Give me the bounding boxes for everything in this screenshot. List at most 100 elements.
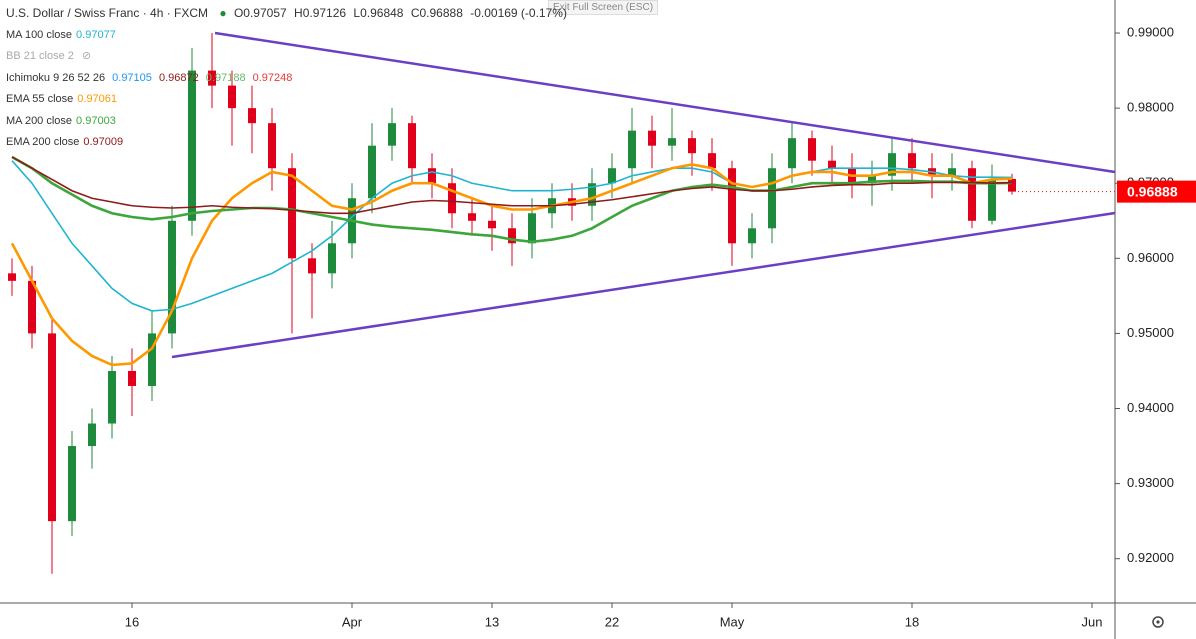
candle-body [228,85,236,109]
candle-body [888,153,896,176]
header-change: -0.00169 (-0.17%) [470,6,567,20]
y-tick-label: 0.94000 [1127,400,1174,415]
legend-value: 0.97003 [76,114,116,127]
candle-body [688,138,696,154]
x-tick-label: 18 [905,614,919,629]
legend-name: Ichimoku 9 26 52 26 [6,71,106,84]
candle-body [988,178,996,221]
symbol-title: U.S. Dollar / Swiss Franc · 4h · FXCM [6,6,209,20]
legend-name: EMA 55 close [6,93,74,105]
header-high: H0.97126 [294,6,347,20]
y-tick-label: 0.99000 [1127,24,1174,39]
candle-body [488,220,496,229]
legend: U.S. Dollar / Swiss Franc · 4h · FXCM ● … [6,3,567,154]
legend-name: MA 200 close [6,114,73,127]
candle-body [648,130,656,146]
candle-body [28,280,36,334]
legend-value: 0.97077 [76,28,116,41]
legend-name: EMA 200 close [6,136,80,148]
trend-line-upper [214,31,1116,174]
candle-body [1008,178,1016,192]
legend-row: MA 200 close 0.97003 [6,111,567,133]
legend-value: 0.96872 [158,71,199,84]
hidden-icon[interactable]: ⊘ [81,50,92,62]
header-low: L0.96848 [353,6,404,20]
candle-body [828,160,836,169]
candle-body [268,123,276,169]
indicator-line [10,163,1013,367]
gear-center[interactable] [1156,620,1160,624]
candle-body [428,168,436,184]
candle-body [468,213,476,221]
settings-icon[interactable] [1152,616,1164,628]
candle-body [188,70,196,221]
candle-body [408,123,416,169]
candle-body [968,168,976,221]
x-tick-label: 16 [125,614,139,629]
status-dot: ● [219,6,227,20]
plot [8,33,1115,574]
exit-fullscreen[interactable]: Exit Full Screen (ESC) [548,0,659,15]
last-price-label: 0.96888 [1127,183,1178,199]
legend-row: BB 21 close 2 ⊘ [6,46,567,68]
candle-body [8,273,16,281]
legend-name: BB 21 close 2 [6,50,74,62]
header-open: O0.97057 [233,6,287,20]
candle-body [48,333,56,522]
candle-body [508,228,516,244]
x-tick-label: 13 [485,614,499,629]
candle-body [908,153,916,169]
candle-body [388,123,396,146]
candle-body [528,213,536,244]
indicator-line [11,160,1013,312]
candle-body [148,333,156,386]
y-tick-label: 0.92000 [1127,550,1174,565]
candle-body [868,175,876,184]
candle-body [588,183,596,206]
indicator-line [11,155,1013,244]
candle-body [808,138,816,161]
legend-row: MA 100 close 0.97077 [6,25,567,47]
y-tick-label: 0.96000 [1127,250,1174,265]
header-row: U.S. Dollar / Swiss Franc · 4h · FXCM ● … [6,3,567,25]
gear[interactable] [1152,616,1164,628]
candle-body [728,168,736,244]
candle-body [708,153,716,169]
legend-value: 0.97009 [83,136,124,148]
candle-body [368,145,376,199]
candle-body [248,108,256,124]
candle-body [68,446,76,522]
legend-value: 0.97061 [77,93,118,105]
candle-body [628,130,636,169]
candle-body [108,370,116,424]
candle-body [288,168,296,259]
y-tick-label: 0.95000 [1127,325,1174,340]
legend-value: 0.97248 [252,71,293,84]
legend-value: 0.97188 [205,71,246,84]
x-tick-label: Apr [342,614,363,629]
candle-body [168,220,176,334]
y-tick-label: 0.98000 [1127,100,1174,115]
indicator-line [11,156,1013,215]
candle-body [668,138,676,146]
last-price-box [1117,180,1196,203]
candle-body [328,243,336,274]
candle-body [88,423,96,447]
y-tick-label: 0.93000 [1127,475,1174,490]
legend-row: EMA 55 close 0.97061 [6,89,567,111]
header-close: C0.96888 [410,6,463,20]
candle-body [208,70,216,86]
legend-value: 0.97105 [112,71,152,84]
x-tick-label: May [720,614,745,629]
candle-body [768,168,776,229]
candle-body [608,168,616,184]
legend-row: EMA 200 close 0.97009 [6,132,567,154]
legend-row: Ichimoku 9 26 52 26 0.97105 0.96872 0.97… [6,68,567,90]
x-tick-label: Jun [1082,614,1103,629]
candle-body [308,258,316,274]
legend-name: MA 100 close [6,28,73,41]
candle-body [748,228,756,244]
candle-body [448,183,456,214]
